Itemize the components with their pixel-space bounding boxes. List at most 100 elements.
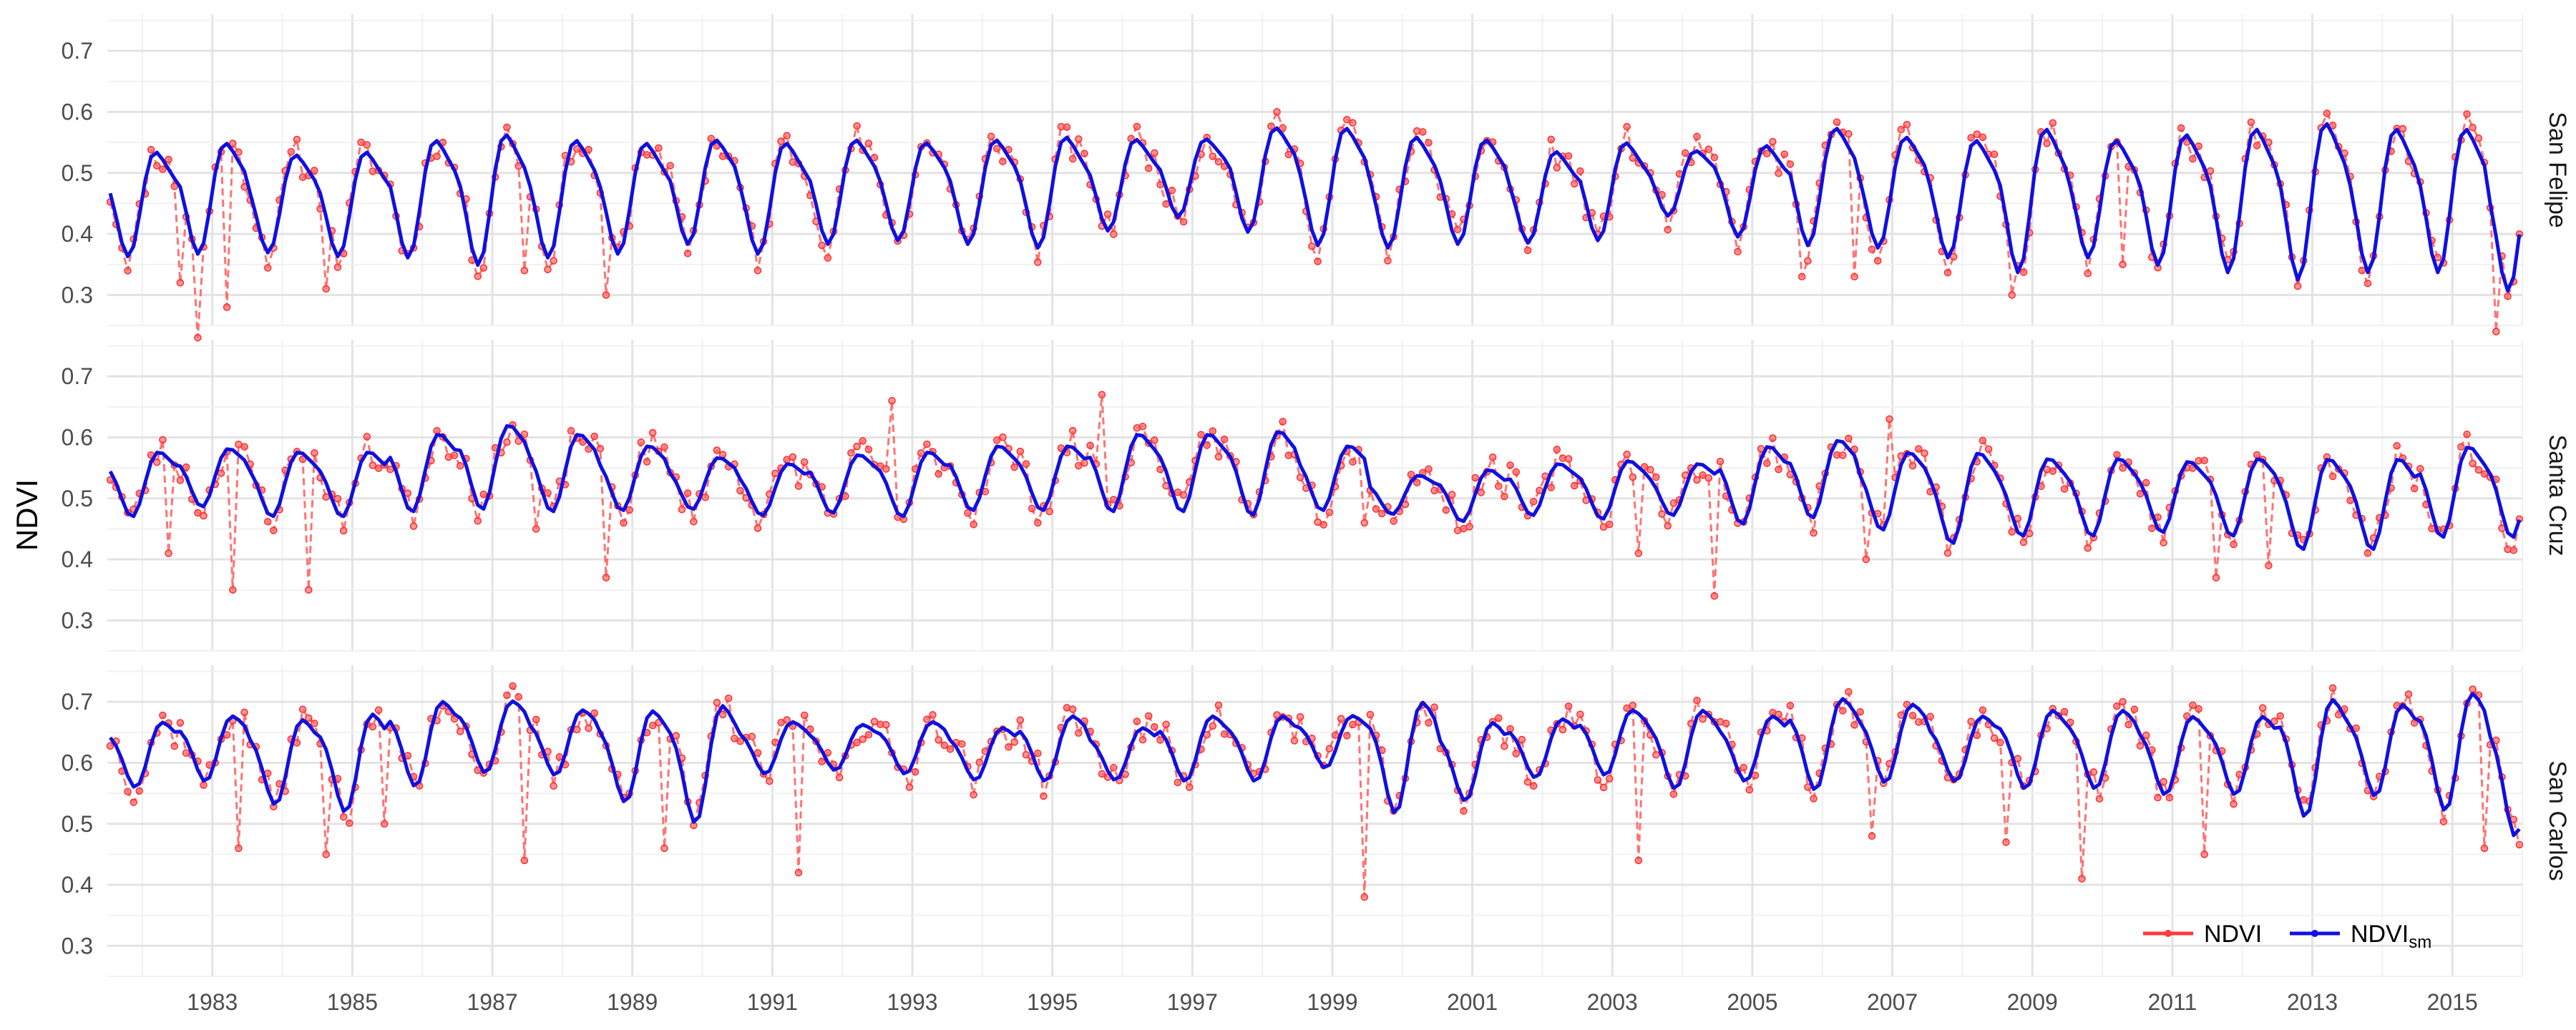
ndvi-point bbox=[1605, 775, 1614, 783]
ndvi-point bbox=[124, 267, 132, 275]
y-tick-label: 0.5 bbox=[62, 486, 93, 511]
ndvi-point bbox=[1669, 790, 1678, 798]
legend-label-subscript: sm bbox=[2409, 933, 2431, 952]
ndvi-point bbox=[1599, 523, 1608, 531]
ndvi-point bbox=[567, 427, 575, 435]
ndvi-point bbox=[1833, 118, 1841, 127]
ndvi-point bbox=[1967, 717, 1975, 725]
ndvi-point bbox=[1319, 521, 1327, 529]
ndvi-point bbox=[298, 705, 307, 714]
ndvi-point bbox=[690, 518, 698, 526]
ndvi-point bbox=[1034, 749, 1042, 757]
ndvi-point bbox=[766, 777, 774, 785]
ndvi-point bbox=[777, 137, 785, 145]
ndvi-point bbox=[1547, 484, 1555, 491]
ndvi-point bbox=[544, 265, 552, 273]
ndvi-point bbox=[1699, 471, 1707, 479]
ndvi-point bbox=[940, 741, 949, 750]
ndvi-point bbox=[1536, 486, 1543, 494]
ndvi-point bbox=[1080, 459, 1088, 467]
ndvi-point bbox=[660, 844, 668, 853]
ndvi-point bbox=[1868, 245, 1876, 253]
ndvi-point bbox=[1075, 729, 1083, 737]
ndvi-point bbox=[1360, 519, 1369, 527]
series-ndvi-sm-line bbox=[109, 692, 2521, 838]
ndvi-point bbox=[2078, 875, 2086, 883]
ndvi-point bbox=[520, 856, 529, 865]
ndvi-point bbox=[1296, 713, 1304, 721]
ndvi-point bbox=[1151, 436, 1158, 444]
ndvi-point bbox=[1501, 492, 1508, 501]
ndvi-point bbox=[794, 868, 803, 877]
ndvi-point bbox=[404, 489, 412, 497]
ndvi-point bbox=[1634, 856, 1643, 865]
ndvi-point bbox=[1103, 210, 1112, 218]
ndvi-point bbox=[864, 730, 873, 739]
ndvi-point bbox=[509, 682, 517, 690]
ndvi-point bbox=[2165, 793, 2174, 802]
ndvi-point bbox=[1518, 735, 1526, 744]
ndvi-point bbox=[1133, 717, 1141, 725]
ndvi-point bbox=[1658, 510, 1666, 518]
ndvi-point bbox=[2293, 282, 2302, 290]
ndvi-point bbox=[2119, 697, 2127, 706]
ndvi-point bbox=[1664, 521, 1672, 530]
ndvi-point bbox=[666, 162, 674, 170]
ndvi-point bbox=[1209, 722, 1217, 730]
y-tick-label: 0.3 bbox=[62, 282, 93, 308]
ndvi-point bbox=[1885, 415, 1893, 423]
ndvi-point bbox=[2119, 464, 2127, 472]
ndvi-point bbox=[2136, 742, 2145, 750]
ndvi-point bbox=[1979, 133, 1987, 142]
y-tick-label: 0.4 bbox=[62, 546, 93, 572]
ndvi-point bbox=[1908, 461, 1917, 470]
ndvi-point bbox=[1506, 461, 1514, 469]
ndvi-point bbox=[2212, 574, 2220, 582]
ndvi-point bbox=[1693, 476, 1701, 484]
ndvi-point bbox=[1699, 715, 1707, 723]
ndvi-point bbox=[2095, 795, 2104, 803]
ndvi-point bbox=[1949, 252, 1958, 261]
ndvi-point bbox=[1979, 436, 1987, 445]
ndvi-point bbox=[1571, 481, 1579, 490]
ndvi-point bbox=[433, 152, 441, 160]
ndvi-point bbox=[147, 146, 155, 154]
ndvi-point bbox=[1174, 778, 1182, 787]
ndvi-point bbox=[620, 519, 628, 527]
ndvi-point bbox=[1681, 149, 1689, 157]
ndvi-point bbox=[2265, 561, 2273, 569]
ndvi-point bbox=[1425, 719, 1433, 727]
ndvi-point bbox=[573, 725, 581, 734]
ndvi-point bbox=[1564, 702, 1573, 710]
ndvi-point bbox=[724, 695, 733, 702]
ndvi-point bbox=[1110, 230, 1118, 238]
ndvi-point bbox=[2060, 707, 2069, 716]
ndvi-point bbox=[1284, 150, 1293, 159]
ndvi-point bbox=[1378, 509, 1386, 518]
ndvi-point bbox=[1372, 505, 1380, 513]
ndvi-point bbox=[1547, 135, 1555, 144]
ndvi-point bbox=[1349, 458, 1357, 466]
ndvi-point bbox=[1290, 737, 1299, 745]
y-tick-label: 0.7 bbox=[62, 363, 93, 389]
ndvi-point bbox=[339, 813, 348, 821]
ndvi-point bbox=[1016, 716, 1025, 725]
ndvi-point bbox=[596, 444, 605, 453]
ndvi-point bbox=[1174, 488, 1182, 496]
ndvi-point bbox=[2084, 544, 2092, 552]
ndvi-point bbox=[818, 241, 826, 250]
ndvi-point bbox=[1693, 697, 1701, 705]
ndvi-point bbox=[1220, 435, 1229, 443]
ndvi-point bbox=[1786, 702, 1795, 710]
ndvi-point bbox=[474, 273, 482, 280]
ndvi-point bbox=[1693, 132, 1701, 141]
ndvi-point bbox=[409, 522, 418, 530]
ndvi-point bbox=[1477, 489, 1485, 496]
x-tick-label: 2005 bbox=[1727, 989, 1777, 1015]
ndvi-point bbox=[130, 798, 137, 806]
ndvi-point bbox=[847, 449, 855, 457]
ndvi-point bbox=[946, 745, 955, 753]
ndvi-point bbox=[2113, 702, 2121, 710]
ndvi-point bbox=[2474, 466, 2483, 474]
